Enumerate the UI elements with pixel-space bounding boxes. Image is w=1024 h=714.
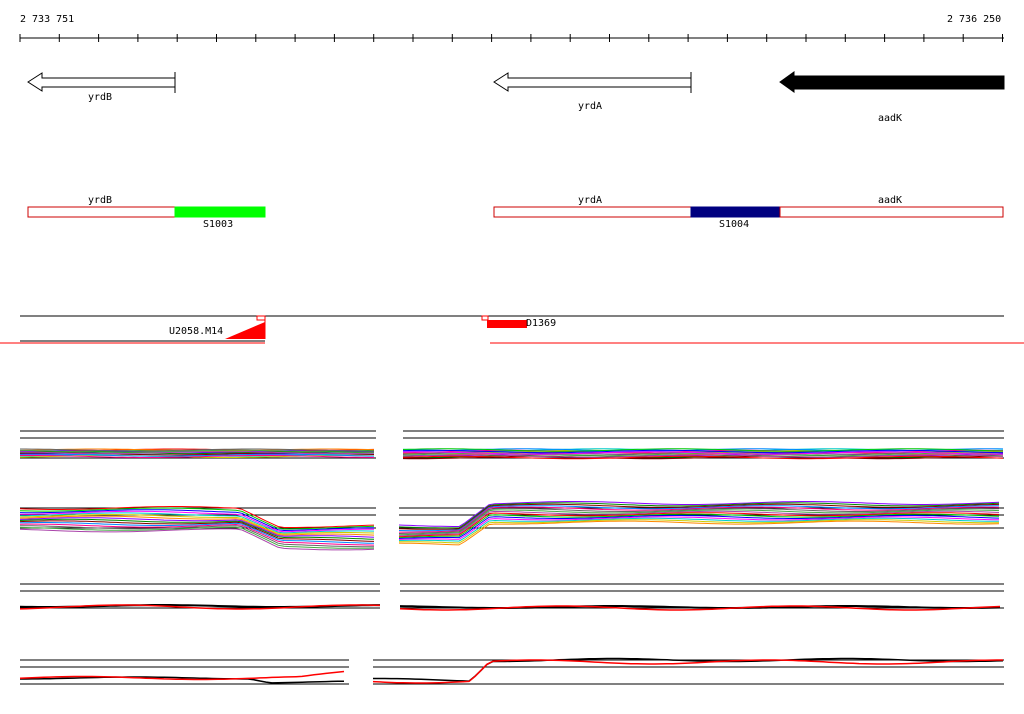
expression-tracks xyxy=(19,430,1004,685)
segment-yrdB[interactable] xyxy=(27,206,176,218)
feature-U2058-M14[interactable] xyxy=(225,322,265,339)
segment-label-yrdA: yrdA xyxy=(578,195,603,206)
segment-yrdA[interactable] xyxy=(493,206,692,218)
ruler-start-label: 2 733 751 xyxy=(20,14,75,25)
segment-aadK[interactable] xyxy=(779,206,1004,218)
gene-label-aadK: aadK xyxy=(878,113,903,124)
segment-S1004[interactable] xyxy=(690,206,781,218)
feature-track xyxy=(0,315,1024,344)
segment-track xyxy=(27,206,1004,218)
coordinate-ruler xyxy=(19,34,1004,42)
feature-label-U2058-M14: U2058.M14 xyxy=(169,326,224,337)
gene-arrow-aadK[interactable] xyxy=(779,71,1005,93)
segment-label-S1004: S1004 xyxy=(719,219,750,230)
gene-arrows xyxy=(27,71,1005,93)
ruler-ticks xyxy=(19,34,1003,42)
segment-label-aadK: aadK xyxy=(878,195,903,206)
feature-label-D1369: D1369 xyxy=(526,318,557,329)
segment-label-yrdB: yrdB xyxy=(88,195,113,206)
feature-D1369[interactable] xyxy=(487,320,527,328)
gene-arrow-yrdB[interactable] xyxy=(27,72,176,92)
gene-label-yrdB: yrdB xyxy=(88,92,113,103)
gene-arrow-yrdA[interactable] xyxy=(493,72,692,92)
ruler-end-label: 2 736 250 xyxy=(947,14,1002,25)
segment-S1003[interactable] xyxy=(174,206,266,218)
gene-label-yrdA: yrdA xyxy=(578,101,603,112)
segment-label-S1003: S1003 xyxy=(203,219,234,230)
